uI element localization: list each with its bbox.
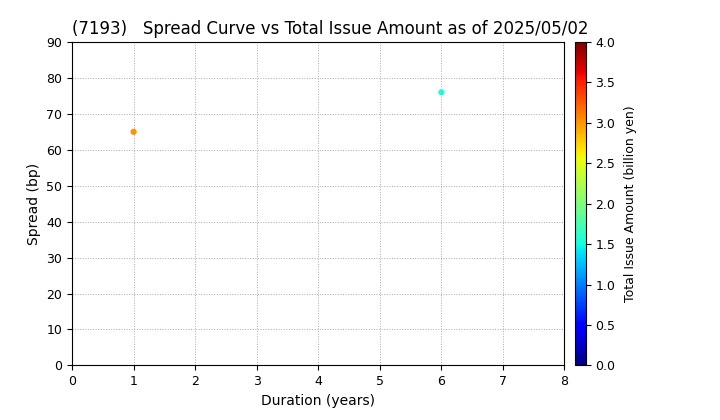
Y-axis label: Total Issue Amount (billion yen): Total Issue Amount (billion yen) bbox=[624, 105, 636, 302]
Point bbox=[436, 89, 447, 96]
X-axis label: Duration (years): Duration (years) bbox=[261, 394, 375, 408]
Point bbox=[128, 129, 140, 135]
Y-axis label: Spread (bp): Spread (bp) bbox=[27, 163, 41, 245]
Text: (7193)   Spread Curve vs Total Issue Amount as of 2025/05/02: (7193) Spread Curve vs Total Issue Amoun… bbox=[72, 20, 588, 38]
